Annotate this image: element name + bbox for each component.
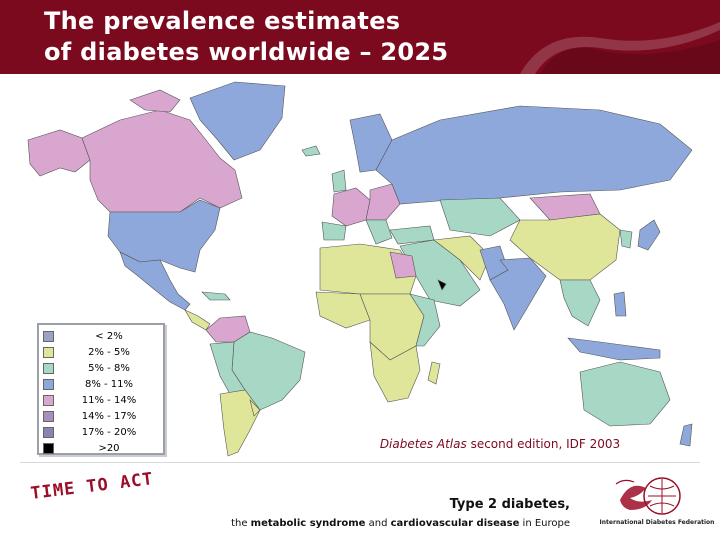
- legend-item: 8% - 11%: [39, 377, 163, 393]
- region-russia: [375, 105, 693, 205]
- region-korea: [619, 229, 633, 249]
- campaign-slogan: TIME TO ACT: [29, 469, 155, 504]
- legend-swatch: [43, 395, 54, 406]
- legend-swatch: [43, 363, 54, 374]
- region-indonesia: [567, 337, 661, 361]
- footer-divider: [20, 462, 700, 463]
- region-central-america: [184, 309, 211, 331]
- region-australia: [579, 361, 671, 427]
- region-iran: [433, 235, 491, 281]
- region-egypt: [389, 251, 417, 279]
- region-philippines: [613, 291, 627, 317]
- region-iceland: [301, 145, 321, 157]
- region-western-europe: [331, 187, 371, 227]
- legend-label: 8% - 11%: [84, 379, 134, 390]
- region-madagascar: [427, 361, 441, 385]
- legend-swatch: [43, 379, 54, 390]
- region-mexico: [119, 251, 191, 311]
- legend-label: 11% - 14%: [81, 395, 137, 406]
- footer-sub-post: in Europe: [519, 518, 570, 529]
- legend-item: 14% - 17%: [39, 409, 163, 425]
- legend-swatch: [43, 427, 54, 438]
- region-alaska: [27, 129, 91, 177]
- source-italic: Diabetes Atlas: [379, 437, 467, 451]
- region-argentina: [219, 389, 261, 457]
- region-india: [489, 257, 547, 331]
- footer-main-title: Type 2 diabetes,: [449, 497, 570, 512]
- source-citation: Diabetes Atlas second edition, IDF 2003: [330, 437, 670, 451]
- footer-sub-mid: and: [365, 518, 391, 529]
- legend-label: < 2%: [95, 331, 123, 342]
- legend-item: 2% - 5%: [39, 345, 163, 361]
- legend-swatch: [43, 411, 54, 422]
- region-gulf: [437, 279, 447, 291]
- region-west-africa: [315, 291, 371, 329]
- legend-item: 17% - 20%: [39, 425, 163, 441]
- legend-label: 2% - 5%: [88, 347, 130, 358]
- legend-label: >20: [98, 443, 120, 454]
- legend-swatch: [43, 443, 54, 454]
- title-line-1: The prevalence estimates: [44, 7, 401, 35]
- header-decoration: [0, 0, 720, 74]
- header-banner: The prevalence estimates of diabetes wor…: [0, 0, 720, 74]
- world-map: [20, 80, 700, 460]
- legend-label: 14% - 17%: [81, 411, 137, 422]
- region-uk: [331, 169, 347, 193]
- region-greenland: [189, 81, 286, 161]
- region-kazakhstan: [439, 197, 521, 237]
- region-china: [509, 213, 621, 281]
- page-title: The prevalence estimates of diabetes wor…: [44, 6, 564, 68]
- footer-subtitle: the metabolic syndrome and cardiovascula…: [190, 518, 570, 529]
- idf-logo: [615, 477, 681, 515]
- legend-item: < 2%: [39, 329, 163, 345]
- region-japan: [637, 219, 661, 251]
- region-caribbean: [201, 291, 231, 301]
- legend-swatch: [43, 331, 54, 342]
- region-southeast-asia: [559, 279, 601, 327]
- world-map-graphic: [27, 81, 693, 457]
- footer-sub-pre: the: [231, 518, 251, 529]
- region-balkans: [365, 219, 393, 245]
- region-canada-islands: [129, 89, 181, 113]
- region-new-zealand: [679, 423, 693, 447]
- region-east-africa: [409, 293, 441, 347]
- title-line-2: of diabetes worldwide – 2025: [44, 38, 449, 66]
- source-rest: second edition, IDF 2003: [466, 437, 621, 451]
- legend-item: >20: [39, 441, 163, 457]
- footer-sub-bold-2: cardiovascular disease: [390, 518, 520, 529]
- region-iberia: [321, 221, 347, 241]
- legend-label: 5% - 8%: [88, 363, 130, 374]
- legend-item: 11% - 14%: [39, 393, 163, 409]
- legend-item: 5% - 8%: [39, 361, 163, 377]
- legend-swatch: [43, 347, 54, 358]
- idf-logo-text: International Diabetes Federation: [599, 519, 715, 526]
- region-uruguay: [249, 399, 261, 417]
- region-southern-africa: [369, 341, 421, 403]
- map-legend: < 2% 2% - 5% 5% - 8% 8% - 11% 11% - 14% …: [37, 323, 165, 455]
- footer-sub-bold-1: metabolic syndrome: [250, 518, 366, 529]
- legend-label: 17% - 20%: [81, 427, 137, 438]
